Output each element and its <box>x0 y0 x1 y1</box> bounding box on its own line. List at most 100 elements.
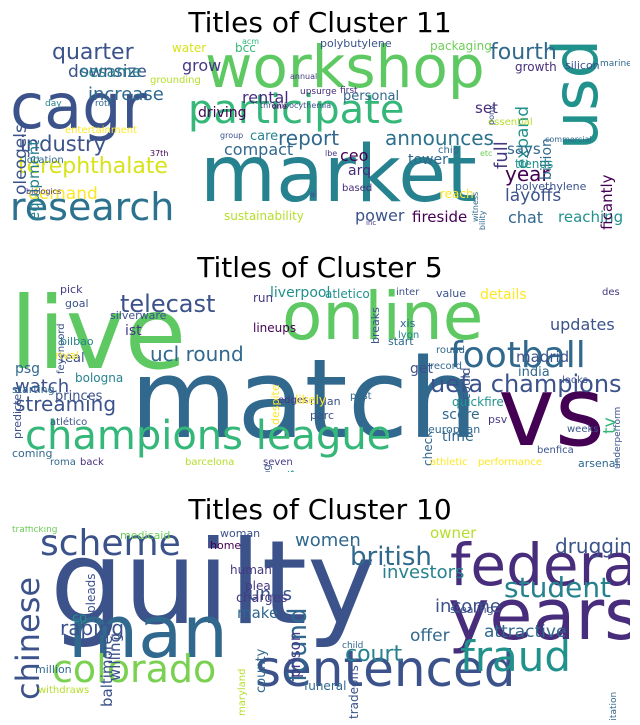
cluster-11-panel: Titles of Cluster 11 market workshop cagr p… <box>0 0 640 235</box>
cloud-word: grow <box>182 56 222 75</box>
cloud-word: xis <box>400 317 416 330</box>
cloud-word: online <box>282 284 484 355</box>
cloud-word: marine <box>600 59 630 69</box>
cloud-word: income <box>435 596 501 617</box>
cloud-word: research <box>10 185 175 229</box>
cloud-word: athletic <box>430 457 468 468</box>
cloud-word: tower <box>408 152 448 168</box>
cloud-word: workshop <box>205 38 485 101</box>
cloud-word: coming <box>12 447 53 460</box>
cloud-word: home <box>210 539 242 552</box>
cloud-word: ucl round <box>150 342 244 366</box>
cloud-word: student <box>504 571 612 604</box>
cloud-word: roth <box>95 99 114 109</box>
cloud-word: packaging <box>430 39 492 53</box>
cloud-word: rival <box>55 349 79 362</box>
cloud-word: bcc <box>235 41 256 55</box>
cloud-word: women <box>295 530 361 551</box>
cloud-word: trafficking <box>12 526 58 535</box>
cloud-word: benfica <box>537 445 574 456</box>
cloud-word: british <box>350 542 432 572</box>
cloud-word: chip <box>438 145 459 156</box>
cloud-word: atletico <box>325 287 370 301</box>
cloud-word: compact <box>224 140 294 159</box>
cloud-word: breaks <box>369 307 382 344</box>
cloud-word: increase <box>88 84 164 105</box>
cloud-word: des <box>602 287 620 298</box>
cloud-word: value <box>436 287 467 300</box>
cloud-word: withdraws <box>38 685 90 696</box>
cloud-word: based <box>342 183 373 194</box>
cloud-word: 37th <box>150 149 169 158</box>
cloud-word: rental <box>242 88 289 107</box>
cloud-word: offer <box>410 626 450 646</box>
cloud-word: details <box>480 287 527 303</box>
cloud-word: fraud <box>460 632 572 681</box>
cloud-word: parc <box>310 409 335 422</box>
cloud-word: human <box>230 563 272 577</box>
cloud-word: power <box>355 206 405 225</box>
cloud-word: man <box>68 590 228 674</box>
cloud-word: years <box>448 574 630 656</box>
cloud-word: polyethylene <box>515 180 587 193</box>
cloud-word: milan <box>310 395 341 408</box>
cloud-word: owner <box>430 526 477 542</box>
cloud-word: drugging <box>555 534 630 558</box>
cloud-word: sentenced <box>255 640 516 698</box>
cloud-word: first <box>340 86 358 96</box>
cloud-word: maryland <box>237 668 248 717</box>
cloud-word: arq <box>348 163 371 179</box>
cloud-word: sustainability <box>224 209 304 223</box>
cloud-word: raping <box>60 616 125 640</box>
cloud-word: vs <box>498 356 605 468</box>
cloud-word: federal <box>450 531 630 599</box>
cloud-word: trends <box>515 157 554 171</box>
cloud-word: tradeoffs <box>347 665 361 719</box>
cloud-word: liverpool <box>270 285 331 301</box>
cloud-word: personal <box>343 89 400 104</box>
cluster-11-wordcloud: market workshop cagr participate usd research… <box>10 38 630 230</box>
cloud-word: inc <box>366 219 377 227</box>
cloud-word: entertainment <box>65 125 137 136</box>
cloud-word: etc <box>480 149 493 158</box>
cloud-word: india <box>518 365 550 380</box>
cloud-word: arsenal <box>578 457 619 470</box>
cloud-word: bilbao <box>60 335 94 348</box>
cloud-word: attractive <box>484 622 567 642</box>
cloud-word: scheme <box>40 526 181 564</box>
cloud-word: one <box>272 102 287 111</box>
cloud-word: charges <box>236 591 288 606</box>
cloud-word: funeral <box>304 679 347 693</box>
cloud-word: get <box>410 361 433 377</box>
cloud-word: set <box>475 99 498 117</box>
cloud-word: ai <box>310 190 318 199</box>
cloud-word: underperform <box>613 406 623 469</box>
cloud-word: chat <box>508 208 544 227</box>
cloud-word: uefa champions <box>430 370 622 398</box>
cluster-10-title: Titles of Cluster 10 <box>188 493 452 526</box>
cloud-word: performance <box>478 457 543 468</box>
cloud-word: commercial <box>545 135 592 144</box>
cloud-word: terephthalate <box>18 154 168 179</box>
cloud-word: telecast <box>120 290 216 318</box>
cloud-word: psg <box>15 361 41 377</box>
cloud-word: run <box>253 291 274 305</box>
cloud-word: woman <box>220 527 261 540</box>
cloud-word: demand <box>28 184 98 204</box>
cluster-5-wordcloud: match live online vs champions league footbal… <box>10 284 630 472</box>
cloud-word: silicon <box>565 59 600 72</box>
cloud-word: co <box>72 611 88 626</box>
cloud-word: investors <box>382 562 465 583</box>
cloud-word: ceo <box>340 146 369 165</box>
cloud-word: time <box>442 429 474 445</box>
cloud-word: starting <box>12 383 55 396</box>
cloud-word: location <box>24 155 64 166</box>
cloud-word: looks <box>562 375 589 386</box>
cloud-word: market <box>200 130 477 220</box>
cloud-word: score <box>442 407 480 423</box>
cloud-word: driving <box>198 105 247 121</box>
cloud-word: record <box>430 361 462 372</box>
cloud-word: lyon <box>398 330 420 341</box>
cloud-word: thrombocythemia <box>260 101 332 110</box>
